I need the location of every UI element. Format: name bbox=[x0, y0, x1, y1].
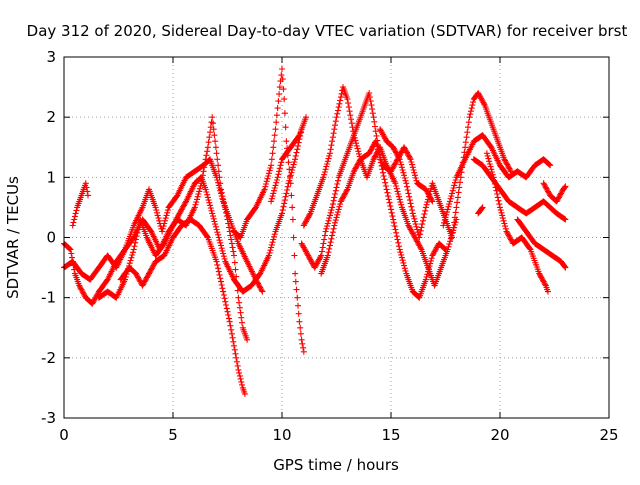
x-axis-label: GPS time / hours bbox=[273, 456, 399, 474]
data-points bbox=[514, 216, 569, 271]
y-tick-label: -1 bbox=[41, 289, 56, 307]
series-arc-q bbox=[540, 180, 569, 205]
x-tick-label: 15 bbox=[381, 426, 400, 444]
y-tick-label: 2 bbox=[46, 108, 56, 126]
series-arc-o bbox=[483, 150, 551, 295]
x-tick-label: 0 bbox=[59, 426, 69, 444]
series-arc-l bbox=[440, 132, 554, 229]
data-points bbox=[540, 180, 569, 205]
data-points bbox=[117, 216, 248, 397]
series-arc-j bbox=[318, 144, 460, 289]
y-axis-label: SDTVAR / TECUs bbox=[4, 176, 22, 299]
series-arc-e bbox=[95, 126, 305, 301]
data-points bbox=[483, 150, 551, 295]
data-points bbox=[475, 204, 486, 217]
y-tick-label: 3 bbox=[46, 48, 56, 66]
chart-title: Day 312 of 2020, Sidereal Day-to-day VTE… bbox=[27, 22, 628, 40]
series-arc-p bbox=[514, 216, 569, 271]
series-arc-n bbox=[475, 204, 486, 217]
data-points bbox=[268, 114, 309, 205]
series-arc-b bbox=[69, 180, 91, 229]
data-points bbox=[231, 66, 307, 355]
x-tick-label: 20 bbox=[490, 426, 509, 444]
data-points bbox=[440, 132, 554, 229]
x-tick-label: 25 bbox=[599, 426, 618, 444]
data-points bbox=[318, 144, 460, 289]
data-points bbox=[69, 180, 91, 229]
series-arc-k bbox=[377, 90, 514, 241]
data-points bbox=[95, 126, 305, 301]
y-tick-label: -3 bbox=[41, 409, 56, 427]
y-tick-label: 1 bbox=[46, 168, 56, 186]
series-arc-g bbox=[268, 114, 309, 205]
data-marks bbox=[61, 66, 569, 397]
data-points bbox=[377, 90, 514, 241]
y-tick-label: 0 bbox=[46, 229, 56, 247]
x-tick-label: 5 bbox=[168, 426, 178, 444]
y-tick-label: -2 bbox=[41, 349, 56, 367]
x-tick-label: 10 bbox=[272, 426, 291, 444]
series-arc-d bbox=[117, 216, 248, 397]
series-arc-i bbox=[298, 90, 449, 301]
axis-ticks: 0 5 10 15 20 25 -3 -2 -1 0 1 2 3 bbox=[41, 48, 619, 444]
series-arc-f bbox=[231, 66, 307, 355]
data-points bbox=[298, 90, 449, 301]
